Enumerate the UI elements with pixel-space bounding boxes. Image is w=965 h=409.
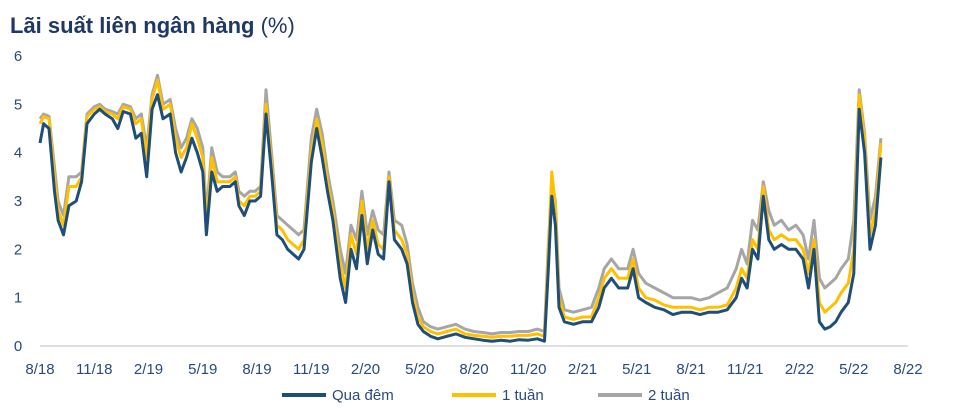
x-tick-label: 11/20 <box>510 361 546 378</box>
chart-title: Lãi suất liên ngân hàng (%) <box>10 13 295 39</box>
legend-item-qua-dem: Qua đêm <box>282 383 394 407</box>
y-axis-ticks: 0 1 2 3 4 5 6 <box>14 48 22 355</box>
x-tick-label: 8/18 <box>25 361 54 378</box>
x-tick-label: 2/20 <box>351 361 380 378</box>
legend-swatch-2-tuan <box>598 393 642 397</box>
x-tick-label: 8/21 <box>676 361 705 378</box>
y-tick-label: 5 <box>14 96 22 113</box>
legend-swatch-1-tuan <box>452 393 496 397</box>
series-line-0 <box>38 93 883 343</box>
x-tick-label: 2/19 <box>134 361 163 378</box>
x-axis-ticks: 8/18 11/18 2/19 5/19 8/19 11/19 2/20 5/20 8/20 11… <box>25 361 922 378</box>
series-layer <box>38 73 883 343</box>
x-tick-label: 5/19 <box>188 361 217 378</box>
series-line-1 <box>38 78 883 339</box>
series-line-2 <box>38 73 883 336</box>
legend-item-2-tuan: 2 tuần <box>598 383 690 407</box>
legend-item-1-tuan: 1 tuần <box>452 383 544 407</box>
y-tick-label: 2 <box>14 241 22 258</box>
x-tick-label: 5/21 <box>622 361 651 378</box>
y-tick-label: 6 <box>14 48 22 65</box>
x-tick-label: 8/19 <box>242 361 271 378</box>
legend: Qua đêm 1 tuần 2 tuần <box>0 383 965 407</box>
x-tick-label: 5/20 <box>405 361 434 378</box>
x-tick-label: 5/22 <box>839 361 868 378</box>
y-tick-label: 3 <box>14 193 22 210</box>
line-chart: 0 1 2 3 4 5 6 8/18 11/18 2/19 5/19 8/19 11/19 2/20 5/… <box>14 48 923 378</box>
y-tick-label: 4 <box>14 145 22 162</box>
x-tick-label: 2/22 <box>785 361 814 378</box>
legend-label-1-tuan: 1 tuần <box>502 386 544 404</box>
legend-swatch-qua-dem <box>282 393 326 397</box>
legend-label-2-tuan: 2 tuần <box>648 386 690 404</box>
x-tick-label: 11/18 <box>76 361 112 378</box>
x-tick-label: 8/22 <box>893 361 922 378</box>
chart-title-unit: (%) <box>260 13 295 38</box>
y-tick-label: 1 <box>14 290 22 307</box>
x-tick-label: 8/20 <box>459 361 488 378</box>
x-tick-label: 11/21 <box>727 361 763 378</box>
y-tick-label: 0 <box>14 338 22 355</box>
x-tick-label: 2/21 <box>568 361 597 378</box>
legend-label-qua-dem: Qua đêm <box>332 386 394 404</box>
x-tick-label: 11/19 <box>293 361 329 378</box>
chart-title-text: Lãi suất liên ngân hàng <box>10 13 255 38</box>
